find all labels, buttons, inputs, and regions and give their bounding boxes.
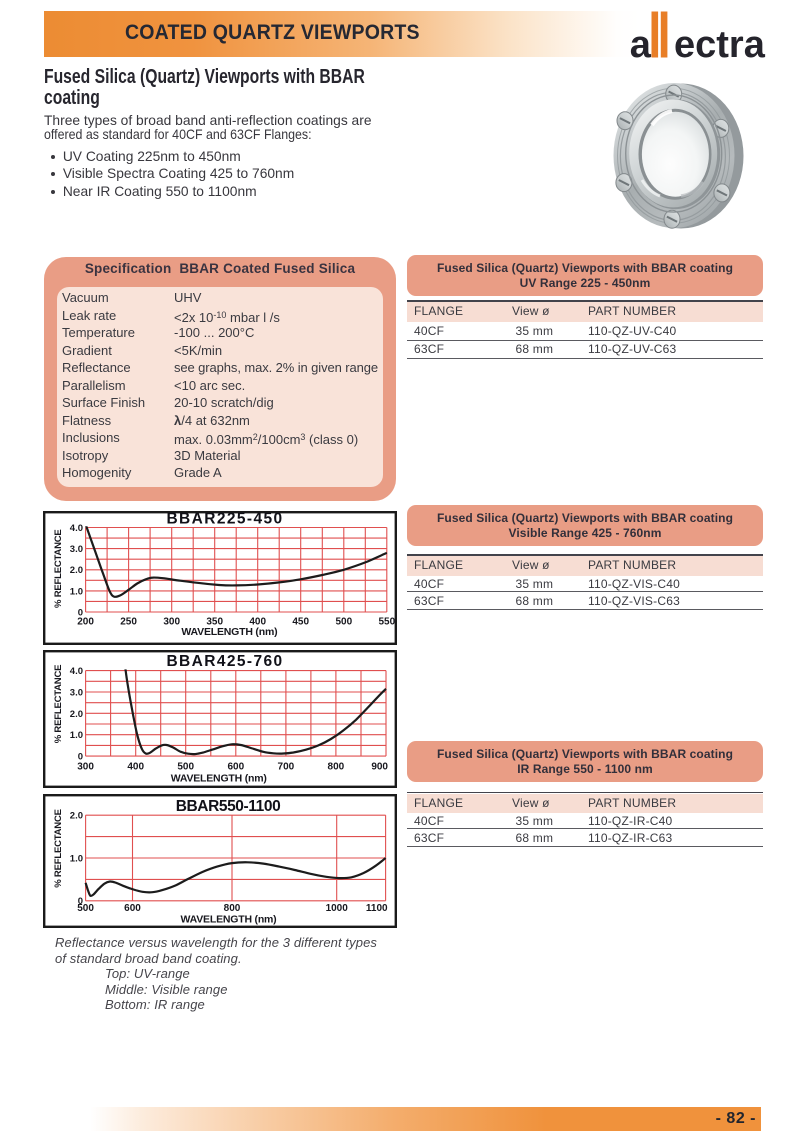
svg-text:250: 250 <box>120 616 137 627</box>
svg-text:600: 600 <box>124 903 141 914</box>
svg-text:800: 800 <box>224 903 241 914</box>
svg-text:450: 450 <box>292 616 309 627</box>
svg-text:a: a <box>630 24 652 58</box>
svg-text:WAVELENGTH (nm): WAVELENGTH (nm) <box>171 773 267 785</box>
svg-text:400: 400 <box>249 616 266 627</box>
svg-text:1000: 1000 <box>326 903 349 914</box>
svg-text:800: 800 <box>328 762 345 773</box>
svg-text:900: 900 <box>371 762 388 773</box>
svg-text:4.0: 4.0 <box>70 522 83 533</box>
svg-text:3.0: 3.0 <box>70 544 83 555</box>
svg-text:350: 350 <box>206 616 223 627</box>
svg-text:1.0: 1.0 <box>70 853 83 864</box>
svg-text:% REFLECTANCE: % REFLECTANCE <box>53 529 64 608</box>
svg-text:WAVELENGTH (nm): WAVELENGTH (nm) <box>181 626 277 638</box>
svg-text:2.0: 2.0 <box>70 565 83 576</box>
svg-text:% REFLECTANCE: % REFLECTANCE <box>53 665 64 744</box>
svg-text:400: 400 <box>127 762 144 773</box>
svg-text:300: 300 <box>77 762 94 773</box>
svg-text:BBAR225-450: BBAR225-450 <box>166 511 283 528</box>
svg-text:1100: 1100 <box>366 903 388 914</box>
svg-text:ectra: ectra <box>674 24 766 58</box>
svg-text:2.0: 2.0 <box>70 810 83 821</box>
svg-text:1.0: 1.0 <box>70 730 83 741</box>
svg-text:BBAR425-760: BBAR425-760 <box>166 653 283 670</box>
svg-text:3.0: 3.0 <box>70 687 83 698</box>
svg-text:% REFLECTANCE: % REFLECTANCE <box>53 809 64 888</box>
svg-text:500: 500 <box>335 616 352 627</box>
svg-text:600: 600 <box>227 762 244 773</box>
svg-text:550: 550 <box>378 616 395 627</box>
svg-text:500: 500 <box>77 903 94 914</box>
svg-text:200: 200 <box>77 616 94 627</box>
svg-text:0: 0 <box>78 607 83 618</box>
svg-text:2.0: 2.0 <box>70 709 83 720</box>
svg-text:0: 0 <box>78 896 83 907</box>
svg-text:WAVELENGTH (nm): WAVELENGTH (nm) <box>181 913 277 925</box>
svg-text:500: 500 <box>177 762 194 773</box>
svg-text:300: 300 <box>163 616 180 627</box>
svg-text:4.0: 4.0 <box>70 666 83 677</box>
svg-text:700: 700 <box>278 762 295 773</box>
svg-text:BBAR550-1100: BBAR550-1100 <box>176 798 281 815</box>
svg-text:0: 0 <box>78 752 83 763</box>
svg-text:1.0: 1.0 <box>70 586 83 597</box>
